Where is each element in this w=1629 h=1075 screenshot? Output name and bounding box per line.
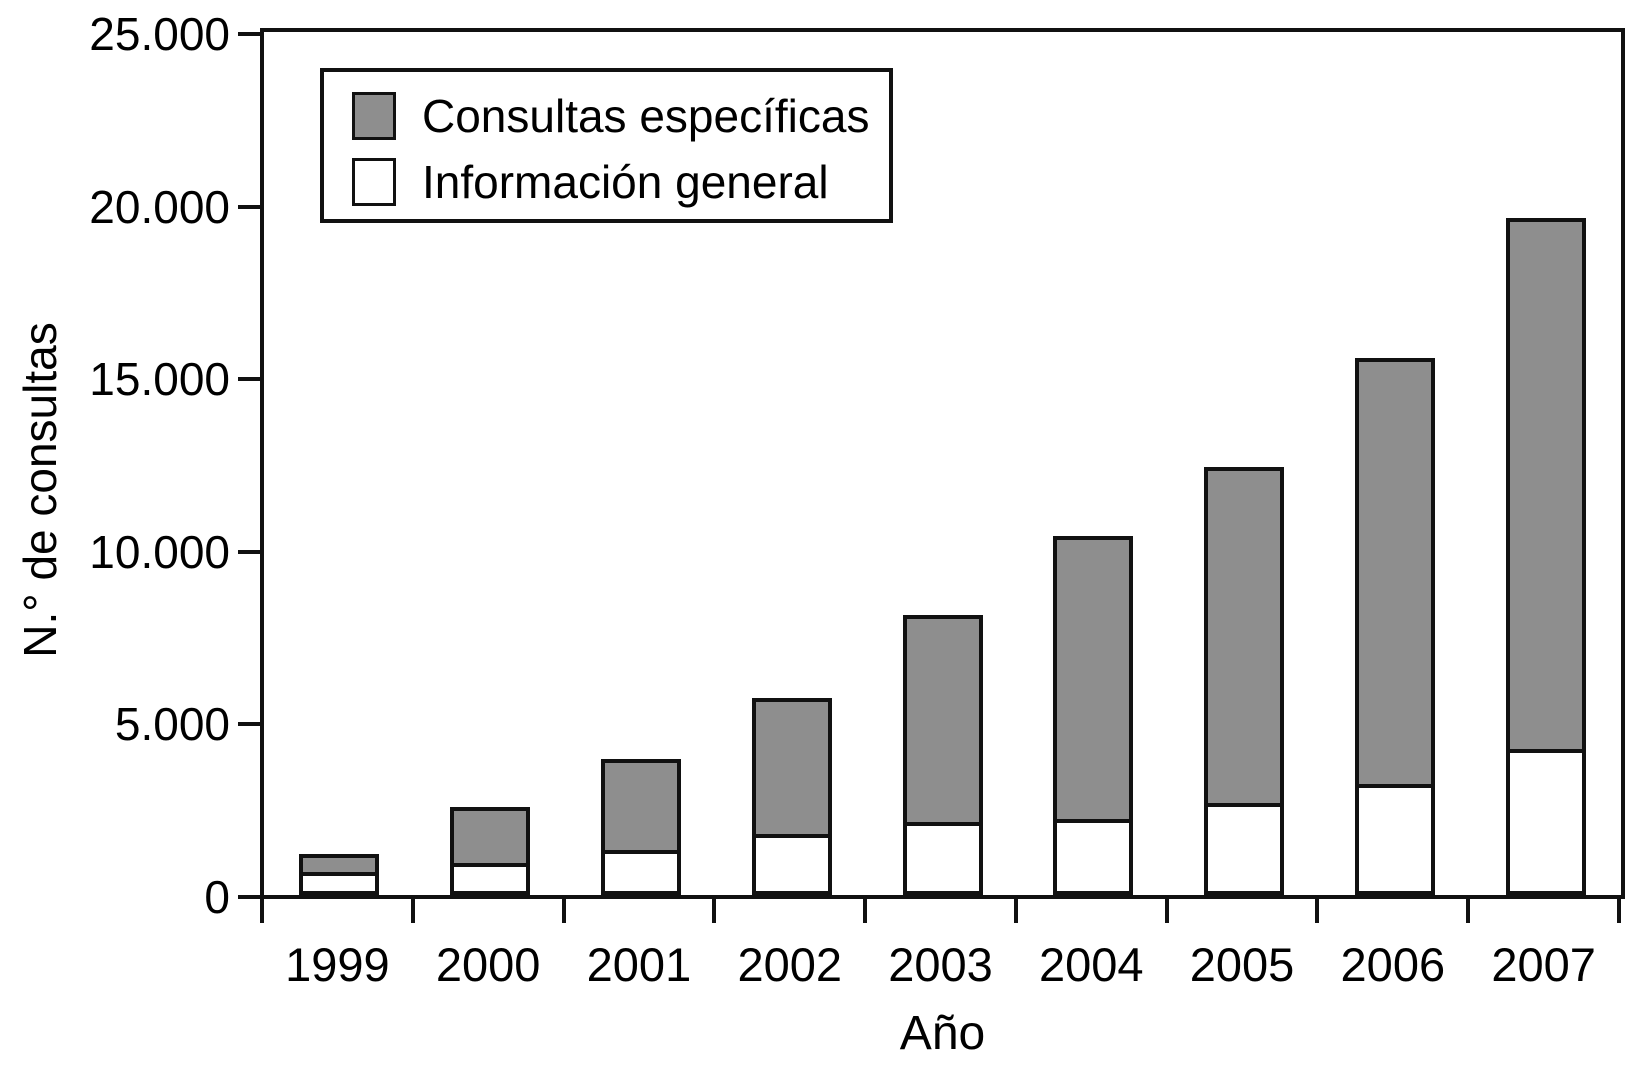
y-tick-label-20.000: 20.000	[89, 180, 230, 233]
bar-2000	[450, 806, 531, 895]
x-tick-4	[863, 899, 868, 923]
y-tick-5.000	[238, 722, 260, 727]
x-tick-label-2004: 2004	[1038, 938, 1144, 991]
x-tick-label-2005: 2005	[1189, 938, 1295, 991]
legend-label-informacion-general: Información general	[422, 156, 829, 208]
bar-1999	[299, 853, 380, 895]
legend-item-informacion-general: Información general	[352, 149, 889, 215]
bar-2003	[902, 615, 983, 895]
y-tick-label-10.000: 10.000	[89, 525, 230, 578]
legend-item-consultas-especificas: Consultas específicas	[352, 83, 889, 149]
y-tick-label-0: 0	[204, 871, 230, 923]
y-tick-15.000	[238, 377, 260, 382]
legend: Consultas específicas Información genera…	[320, 68, 893, 223]
x-tick-9	[1617, 899, 1621, 923]
y-tick-label-15.000: 15.000	[89, 353, 230, 406]
bar-2007-segment-informacion-general	[1509, 749, 1582, 891]
legend-swatch-white	[352, 158, 396, 206]
y-tick-25.000	[238, 32, 260, 36]
x-tick-7	[1315, 899, 1320, 923]
x-tick-label-1999: 1999	[285, 938, 390, 991]
bar-2001	[600, 758, 681, 895]
plot-area: Consultas específicas Información genera…	[260, 28, 1625, 899]
bar-2004-segment-informacion-general	[1057, 818, 1130, 891]
bar-2001-segment-informacion-general	[604, 849, 677, 891]
bar-2002	[751, 698, 832, 895]
x-tick-1	[410, 899, 415, 923]
x-tick-label-2006: 2006	[1340, 938, 1446, 991]
x-axis-title: Año	[899, 1007, 986, 1060]
y-tick-20.000	[238, 204, 260, 209]
bar-2006-segment-informacion-general	[1358, 784, 1431, 891]
y-tick-0	[238, 895, 260, 899]
x-tick-label-2003: 2003	[888, 938, 993, 991]
bar-2006	[1354, 358, 1435, 895]
x-tick-label-2001: 2001	[586, 938, 692, 991]
x-tick-5	[1013, 899, 1018, 923]
bar-2005-segment-informacion-general	[1208, 802, 1281, 891]
x-tick-3	[712, 899, 717, 923]
bar-2002-segment-informacion-general	[755, 834, 828, 891]
bar-2004	[1053, 536, 1134, 895]
x-tick-label-2002: 2002	[737, 938, 842, 991]
x-tick-label-2007: 2007	[1491, 938, 1596, 991]
x-tick-6	[1164, 899, 1169, 923]
legend-swatch-gray	[352, 92, 396, 140]
legend-label-consultas-especificas: Consultas específicas	[422, 90, 870, 142]
y-tick-10.000	[238, 549, 260, 554]
y-tick-label-25.000: 25.000	[89, 8, 230, 60]
bars-layer	[264, 32, 1621, 895]
bar-2000-segment-informacion-general	[454, 863, 527, 891]
x-tick-2	[561, 899, 566, 923]
y-tick-label-5.000: 5.000	[114, 698, 230, 751]
bar-2007	[1505, 218, 1586, 895]
x-tick-8	[1466, 899, 1471, 923]
bar-1999-segment-informacion-general	[303, 872, 376, 891]
bar-2005	[1204, 466, 1285, 895]
x-tick-0	[260, 899, 264, 923]
bar-2003-segment-informacion-general	[906, 821, 979, 891]
x-tick-label-2000: 2000	[435, 938, 541, 991]
